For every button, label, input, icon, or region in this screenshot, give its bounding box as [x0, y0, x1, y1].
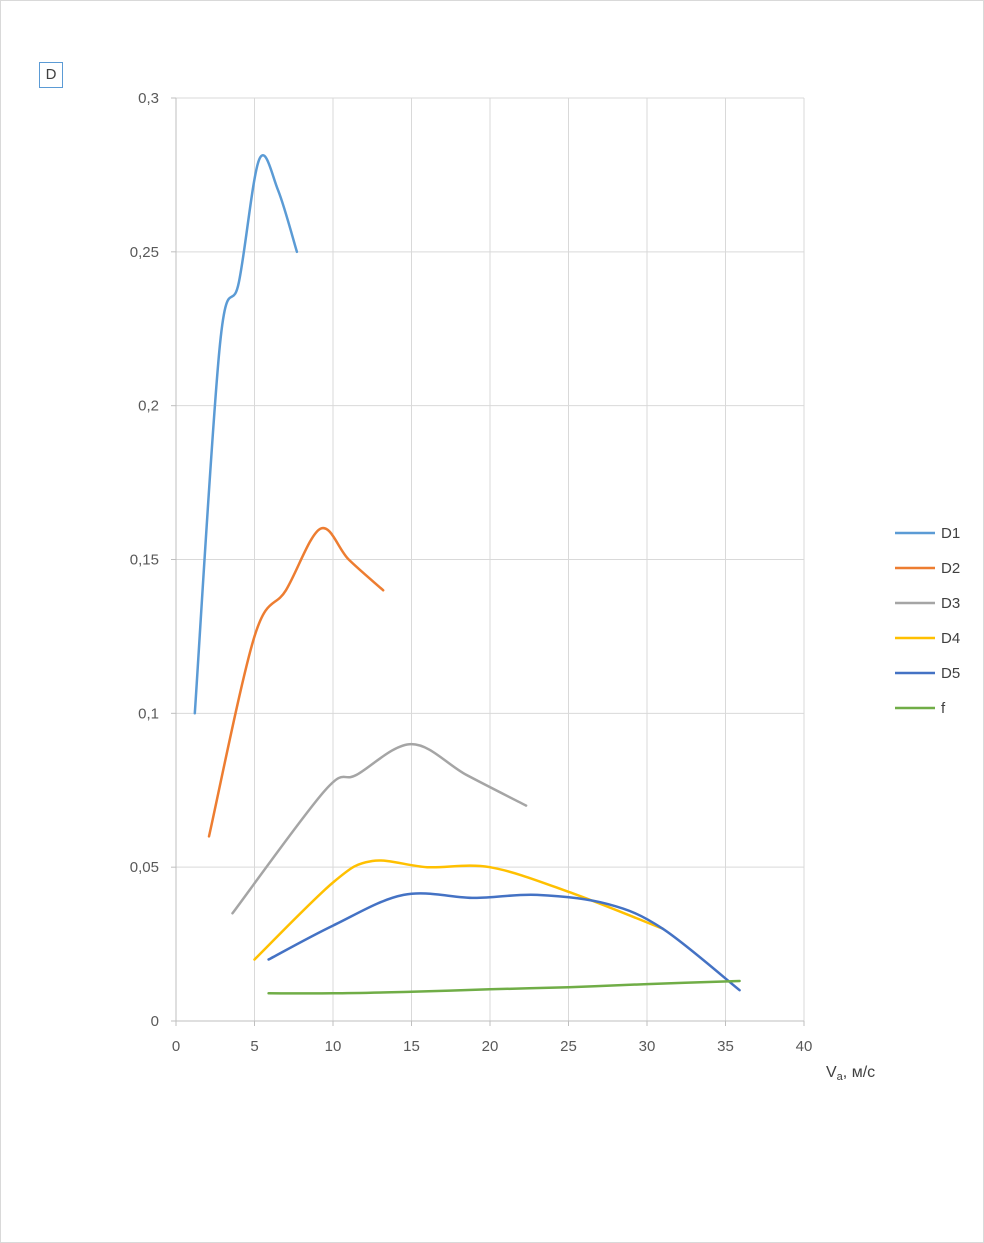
x-tick-label: 5: [250, 1038, 258, 1055]
x-tick-labels: 0 5 10 15 20 25 30 35 40: [172, 1038, 813, 1055]
legend-label-d3: D3: [941, 595, 960, 612]
y-tick-label: 0,25: [130, 244, 159, 261]
series-line-d2: [207, 526, 385, 838]
gridlines: [176, 97, 805, 1021]
x-tick-label: 15: [403, 1038, 420, 1055]
y-tick-label: 0,1: [138, 705, 159, 722]
y-axis-title: D: [39, 62, 63, 88]
x-tick-label: 0: [172, 1038, 180, 1055]
x-tick-label: 10: [325, 1038, 342, 1055]
legend-label-f: f: [941, 700, 946, 717]
x-tick-label: 20: [482, 1038, 499, 1055]
y-tick-label: 0,15: [130, 552, 159, 569]
x-axis-title-base: V: [826, 1064, 837, 1081]
axes: [171, 97, 805, 1026]
x-tick-label: 40: [796, 1038, 813, 1055]
y-tick-labels: 0 0,05 0,1 0,15 0,2 0,25 0,3: [130, 90, 159, 1030]
y-tick-label: 0,2: [138, 398, 159, 415]
x-tick-label: 30: [639, 1038, 656, 1055]
legend: D1 D2 D3 D4 D5 f: [895, 525, 960, 717]
x-tick-label: 25: [560, 1038, 577, 1055]
legend-label-d1: D1: [941, 525, 960, 542]
legend-label-d4: D4: [941, 630, 960, 647]
legend-label-d5: D5: [941, 665, 960, 682]
x-tick-label: 35: [717, 1038, 734, 1055]
x-axis-title: Va, м/с: [826, 1064, 875, 1083]
series-line-d3: [231, 742, 528, 915]
series-lines: [193, 154, 741, 995]
x-axis-title-subscript: a: [836, 1071, 843, 1083]
y-tick-label: 0,3: [138, 90, 159, 107]
y-tick-label: 0: [151, 1013, 159, 1030]
x-axis-title-unit: , м/с: [842, 1064, 876, 1081]
series-line-d4: [253, 859, 664, 961]
series-line-d1: [193, 154, 299, 715]
legend-label-d2: D2: [941, 560, 960, 577]
series-line-f: [267, 979, 741, 995]
series-line-d5: [267, 892, 741, 992]
y-tick-label: 0,05: [130, 859, 159, 876]
